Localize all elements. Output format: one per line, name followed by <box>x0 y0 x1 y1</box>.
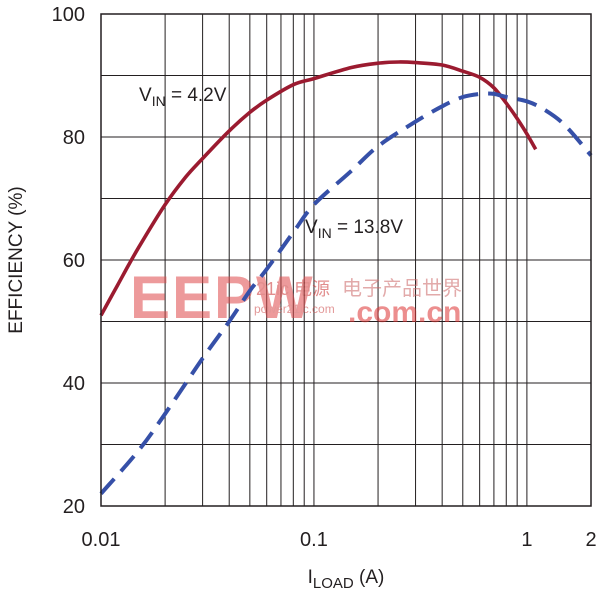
x-tick-labels: 0.01 0.1 1 2 <box>82 529 597 551</box>
series-label-vin-13-8v: VIN = 13.8V <box>305 217 403 241</box>
series-line-1 <box>99 91 593 496</box>
y-tick-label: 20 <box>63 496 85 518</box>
watermark-url: power21ic.com <box>254 302 335 316</box>
series-label-sub: IN <box>152 93 166 109</box>
y-tick-labels: 20 40 60 80 100 <box>52 4 85 518</box>
watermark-site-cn: 21ic 电源 <box>256 279 330 299</box>
y-tick-label: 100 <box>52 4 85 26</box>
series-label-sub: IN <box>318 225 332 241</box>
series-layer <box>99 60 593 496</box>
watermark-slogan: 电子产品世界 <box>342 277 462 300</box>
x-axis-title-sub: LOAD <box>313 575 354 590</box>
x-axis-title-rest: (A) <box>354 567 385 588</box>
watermark: EEPW 21ic 电源 电子产品世界 power21ic.com .com.c… <box>130 264 462 331</box>
series-label-rest: = 4.2V <box>166 85 227 106</box>
x-tick-label: 1 <box>521 529 532 551</box>
x-tick-label: 0.01 <box>82 529 121 551</box>
series-label-main: V <box>305 217 318 238</box>
watermark-logo: EEPW <box>130 264 315 331</box>
series-line-0 <box>99 60 538 317</box>
x-tick-label: 2 <box>585 529 596 551</box>
series-label-vin-4-2v: VIN = 4.2V <box>139 85 227 109</box>
series-label-main: V <box>139 85 152 106</box>
series-label-rest: = 13.8V <box>332 217 404 238</box>
plot-frame <box>100 13 592 507</box>
y-tick-label: 40 <box>63 373 85 395</box>
x-axis-title: ILOAD (A) <box>308 567 385 590</box>
x-tick-label: 0.1 <box>300 529 328 551</box>
grid-lines <box>101 14 591 506</box>
y-axis-title: EFFICIENCY (%) <box>6 186 27 333</box>
x-axis-title-main: I <box>308 567 313 588</box>
y-tick-label: 60 <box>63 250 85 272</box>
y-tick-label: 80 <box>63 127 85 149</box>
watermark-domain: .com.cn <box>348 296 461 329</box>
